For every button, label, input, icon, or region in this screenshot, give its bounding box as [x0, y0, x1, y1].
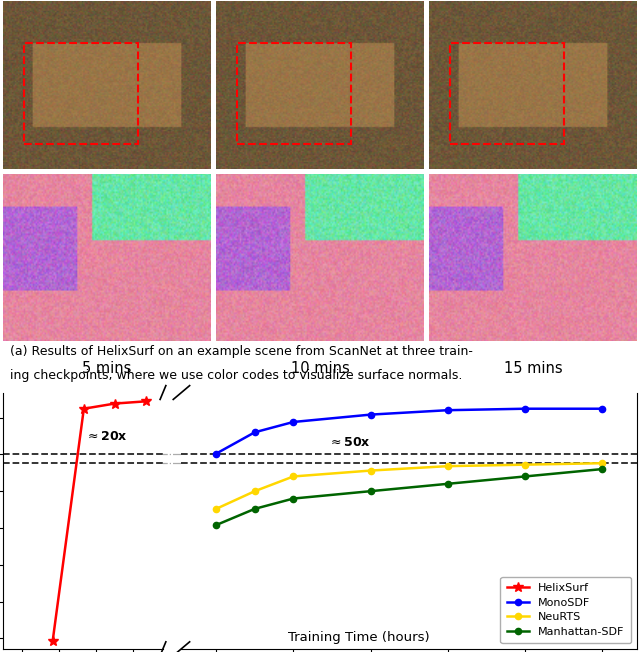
NeuRTS — [251, 487, 259, 495]
HelixSurf — [141, 398, 149, 406]
Text: (a) Results of HelixSurf on an example scene from ScanNet at three train-: (a) Results of HelixSurf on an example s… — [10, 346, 472, 359]
Line: Manhattan-SDF: Manhattan-SDF — [213, 466, 605, 528]
NeuRTS — [444, 462, 452, 470]
Legend: HelixSurf, MonoSDF, NeuRTS, Manhattan-SDF: HelixSurf, MonoSDF, NeuRTS, Manhattan-SD… — [500, 576, 631, 643]
HelixSurf — [49, 638, 56, 645]
MonoSDF — [212, 450, 220, 458]
NeuRTS — [367, 467, 374, 475]
Text: ing checkpoints, where we use color codes to visualize surface normals.: ing checkpoints, where we use color code… — [10, 370, 462, 383]
Line: NeuRTS: NeuRTS — [213, 460, 605, 512]
Manhattan-SDF — [212, 521, 220, 529]
NeuRTS — [212, 505, 220, 512]
Text: $\approx$20x: $\approx$20x — [85, 430, 127, 443]
NeuRTS — [521, 461, 529, 469]
MonoSDF — [367, 411, 374, 419]
Bar — [24, 43, 138, 143]
Text: 15 mins: 15 mins — [504, 361, 563, 376]
Bar — [450, 43, 564, 143]
Manhattan-SDF — [289, 495, 297, 503]
Bar — [237, 43, 351, 143]
Text: $\approx$50x: $\approx$50x — [328, 436, 371, 449]
MonoSDF — [444, 406, 452, 414]
Manhattan-SDF — [598, 465, 606, 473]
Line: MonoSDF: MonoSDF — [213, 406, 605, 457]
HelixSurf — [80, 405, 88, 413]
Manhattan-SDF — [444, 480, 452, 488]
NeuRTS — [289, 473, 297, 481]
NeuRTS — [598, 459, 606, 467]
MonoSDF — [289, 418, 297, 426]
Manhattan-SDF — [521, 473, 529, 481]
Manhattan-SDF — [251, 505, 259, 512]
MonoSDF — [251, 428, 259, 436]
Text: 10 mins: 10 mins — [291, 361, 349, 376]
HelixSurf — [111, 400, 118, 408]
Text: 5 mins: 5 mins — [83, 361, 132, 376]
MonoSDF — [521, 405, 529, 413]
Manhattan-SDF — [367, 487, 374, 495]
Line: HelixSurf: HelixSurf — [48, 396, 150, 646]
Text: Training Time (hours): Training Time (hours) — [287, 631, 429, 644]
MonoSDF — [598, 405, 606, 413]
